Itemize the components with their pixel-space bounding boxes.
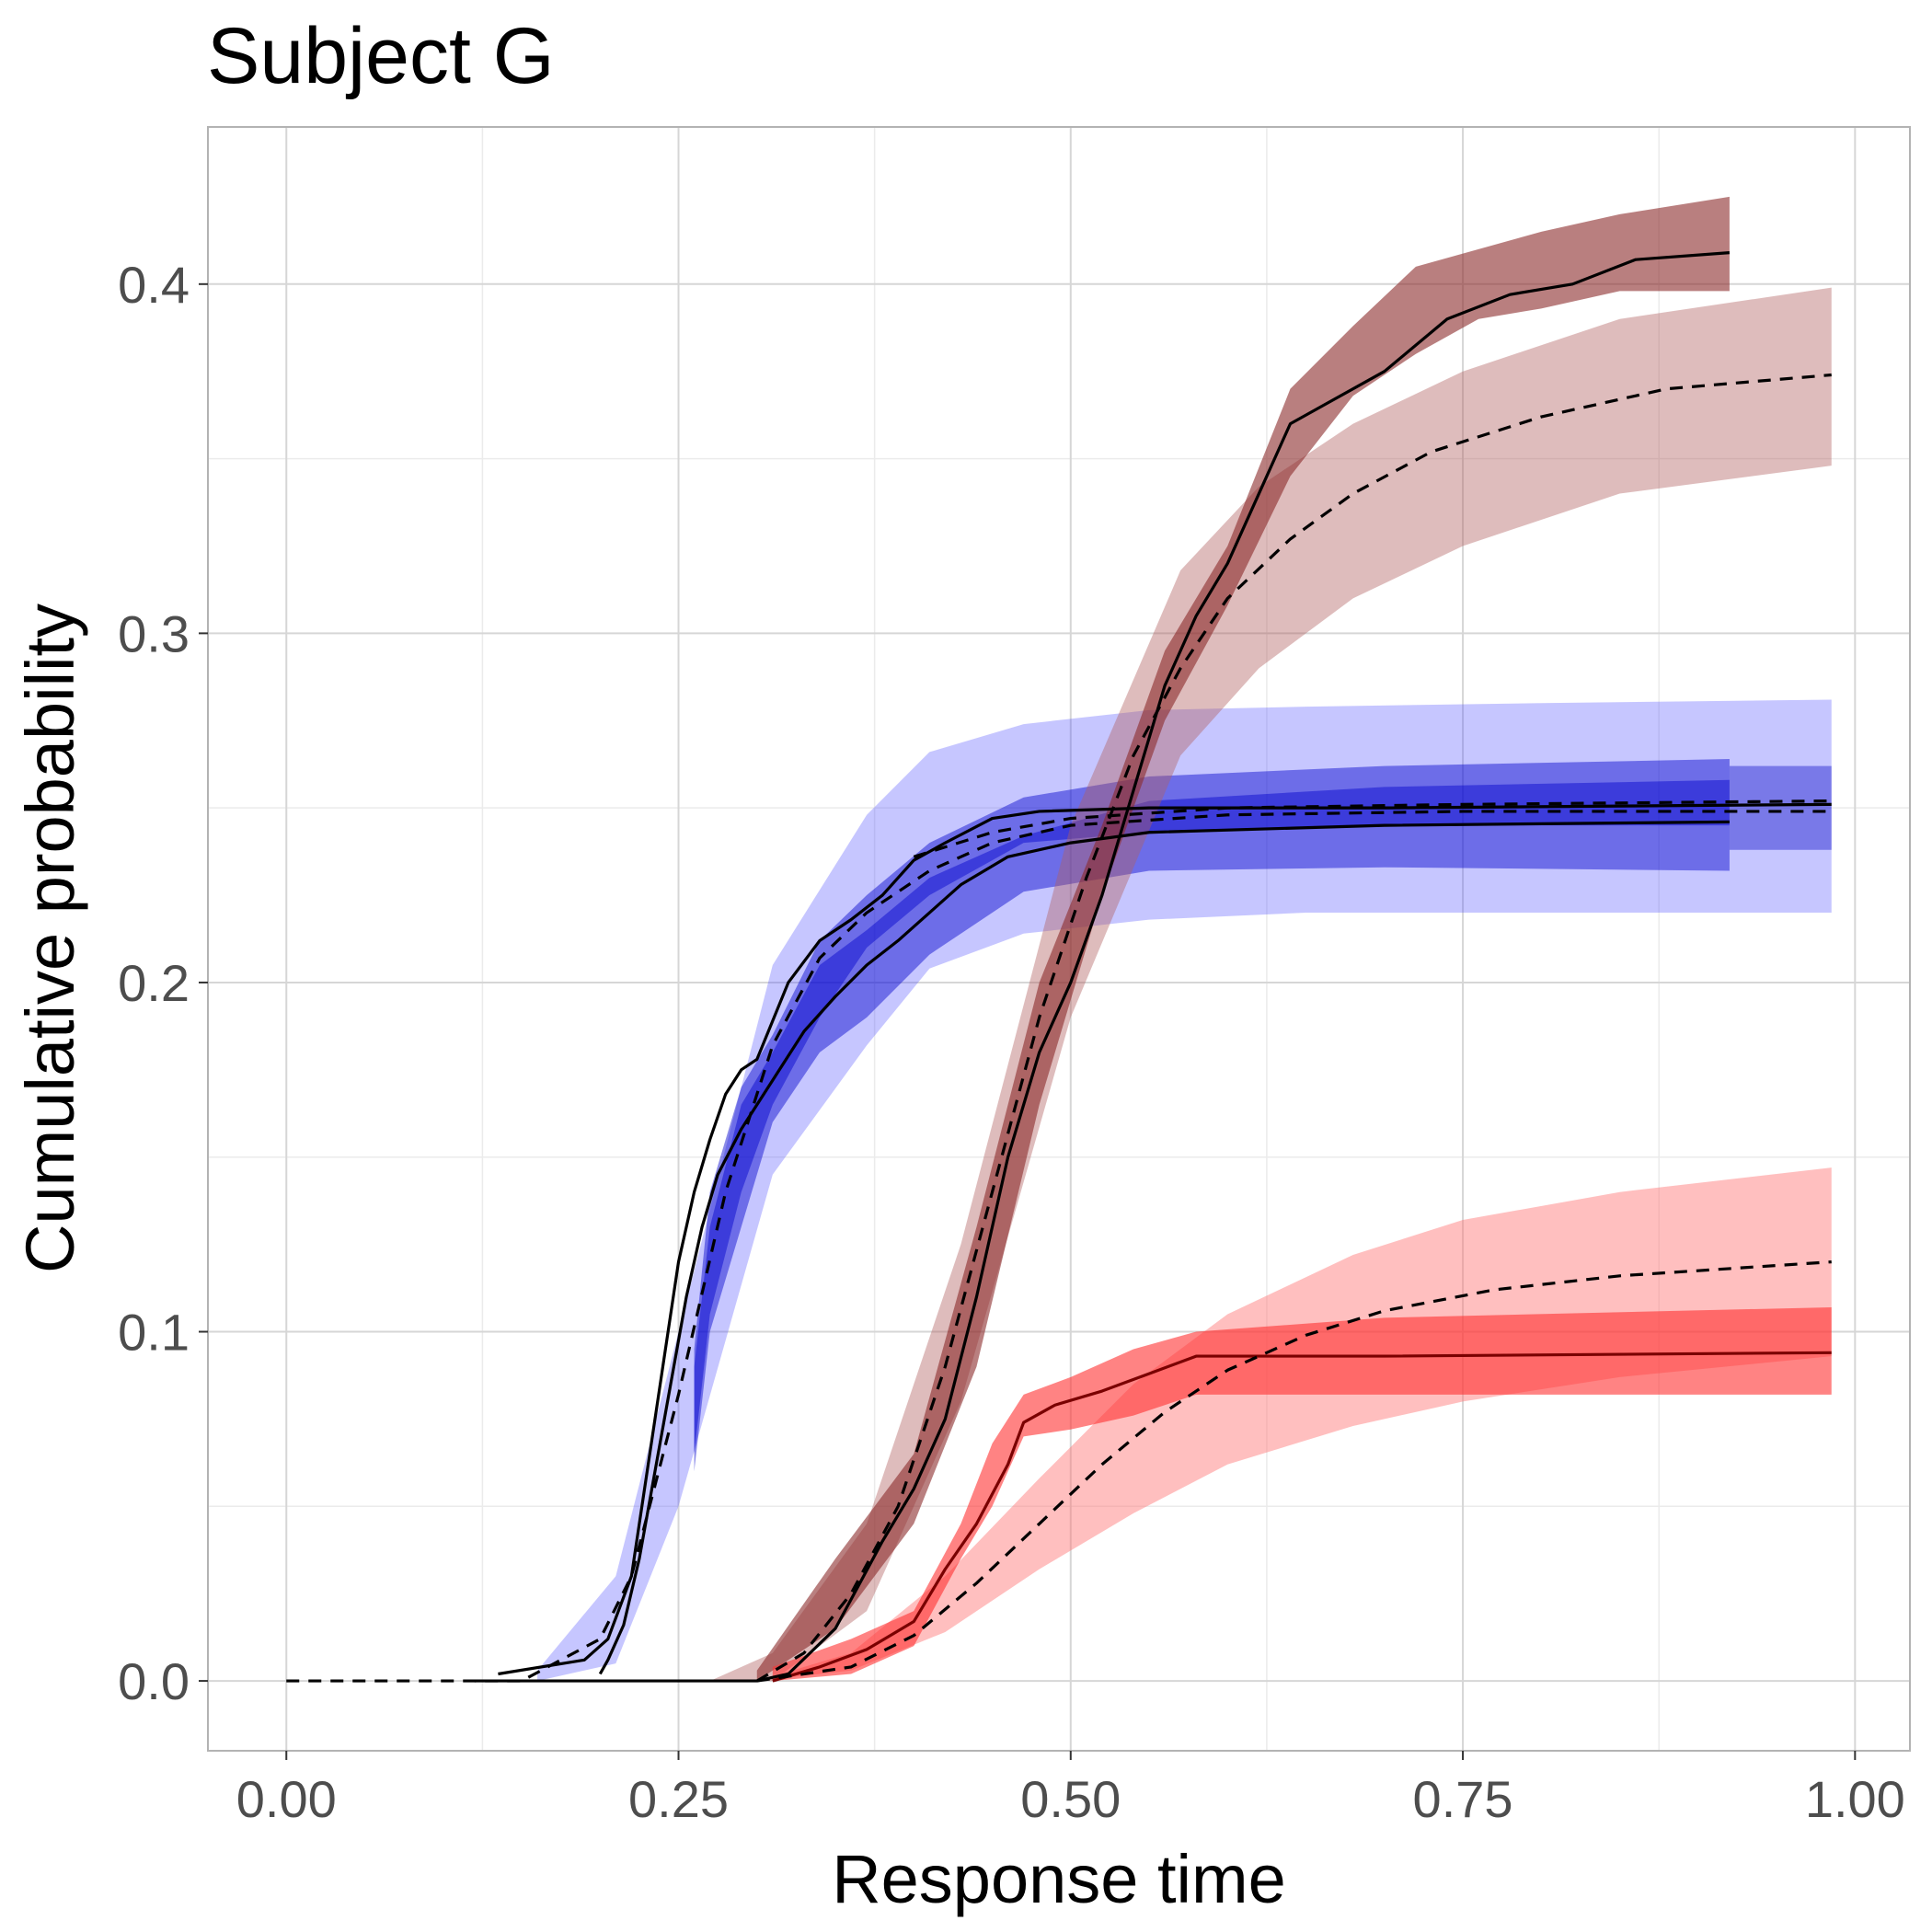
band-red-observed bbox=[772, 1306, 1832, 1682]
line-blue-observed-b-observed bbox=[598, 820, 1730, 1675]
band-blue-model-inner bbox=[1729, 765, 1832, 850]
line-blue-observed-a-observed bbox=[498, 802, 1832, 1676]
x-tick-label: 0.00 bbox=[236, 1770, 337, 1828]
y-tick-labels: 0.0 0.1 0.2 0.3 0.4 bbox=[118, 256, 208, 1710]
x-tick-label: 0.25 bbox=[628, 1770, 729, 1828]
bands bbox=[537, 196, 1832, 1682]
y-tick-label: 0.0 bbox=[118, 1652, 190, 1710]
line-red-model-model bbox=[756, 1260, 1832, 1683]
line-blue-model-model bbox=[286, 810, 1832, 1683]
x-tick-label: 1.00 bbox=[1805, 1770, 1905, 1828]
y-tick-label: 0.3 bbox=[118, 604, 190, 662]
x-tick-label: 0.75 bbox=[1413, 1770, 1513, 1828]
series-lines bbox=[286, 251, 1832, 1683]
band-blue-model bbox=[537, 699, 1832, 1682]
band-blue-observed-b bbox=[694, 779, 1730, 1472]
x-tick-labels: 0.00 0.25 0.50 0.75 1.00 bbox=[236, 1751, 1905, 1828]
y-tick-label: 0.4 bbox=[118, 256, 190, 314]
band-red-model bbox=[756, 1167, 1832, 1682]
x-axis-title: Response time bbox=[832, 1841, 1286, 1917]
line-blue-model-2-model bbox=[913, 799, 1832, 858]
y-tick-label: 0.2 bbox=[118, 954, 190, 1012]
y-axis-title: Cumulative probability bbox=[12, 604, 88, 1273]
line-brown-observed-observed bbox=[474, 251, 1731, 1683]
plot-panel-border bbox=[207, 126, 1911, 1752]
x-tick-label: 0.50 bbox=[1020, 1770, 1121, 1828]
band-brown-model bbox=[709, 287, 1832, 1682]
chart-title: Subject G bbox=[207, 12, 555, 100]
y-tick-label: 0.1 bbox=[118, 1304, 190, 1362]
line-brown-model-model bbox=[755, 373, 1832, 1683]
line-red-observed-observed bbox=[772, 1351, 1832, 1683]
